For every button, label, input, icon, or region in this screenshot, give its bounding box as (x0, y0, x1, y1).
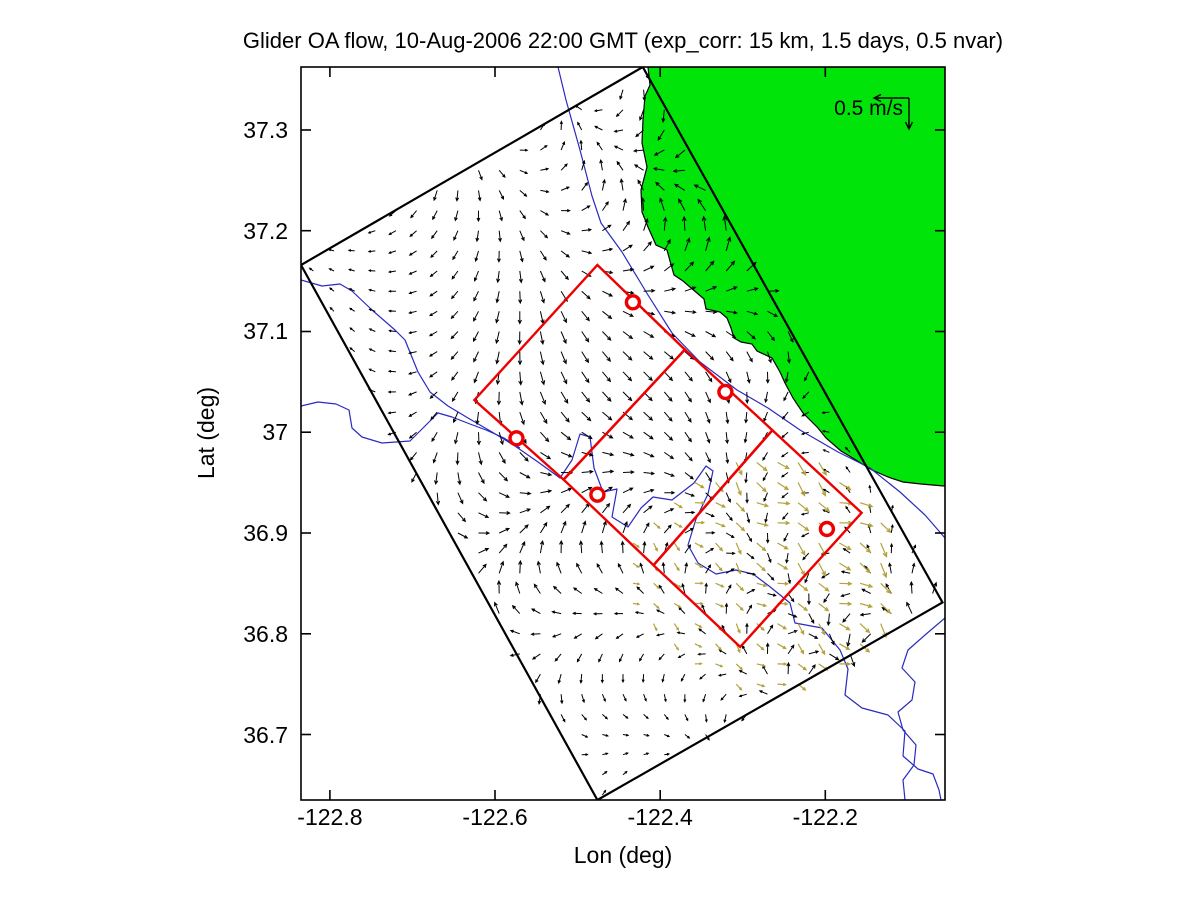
y-tick-label: 36.9 (243, 519, 288, 546)
glider-survey-box (651, 428, 864, 649)
x-tick-label: -122.8 (297, 804, 363, 830)
x-tick-label: -122.6 (462, 804, 528, 830)
y-tick-label: 37.2 (243, 217, 288, 244)
y-tick-label: 36.8 (243, 620, 288, 647)
bathymetry-contour (301, 401, 521, 449)
plot-title: Glider OA flow, 10-Aug-2006 22:00 GMT (e… (242, 28, 1004, 53)
glider-position-marker (624, 294, 642, 311)
oa-domain-outline (301, 67, 944, 800)
bathymetry-contour (301, 279, 942, 800)
axes-box (300, 66, 946, 801)
x-tick-label: -122.2 (792, 804, 858, 830)
plot-area (301, 67, 945, 800)
y-tick-label: 37 (262, 419, 288, 446)
bathymetry-contour (897, 617, 945, 800)
glider-position-marker (508, 430, 525, 447)
x-axis-label: Lon (deg) (573, 842, 673, 868)
x-tick-label: -122.4 (627, 804, 693, 830)
glider-position-marker (818, 520, 836, 538)
y-tick-label: 37.1 (243, 318, 288, 345)
glider-position-marker (589, 486, 606, 503)
glider-survey-box (472, 263, 687, 482)
land-polygon (640, 67, 945, 487)
y-tick-label: 37.3 (243, 116, 288, 143)
velocity-scale-label: 0.5 m/s (834, 97, 903, 120)
flow-vectors-old (632, 461, 892, 691)
velocity-scale-arrow (872, 93, 914, 131)
y-tick-label: 36.7 (243, 721, 288, 748)
glider-position-marker (717, 383, 734, 401)
glider-survey-box (561, 347, 775, 567)
